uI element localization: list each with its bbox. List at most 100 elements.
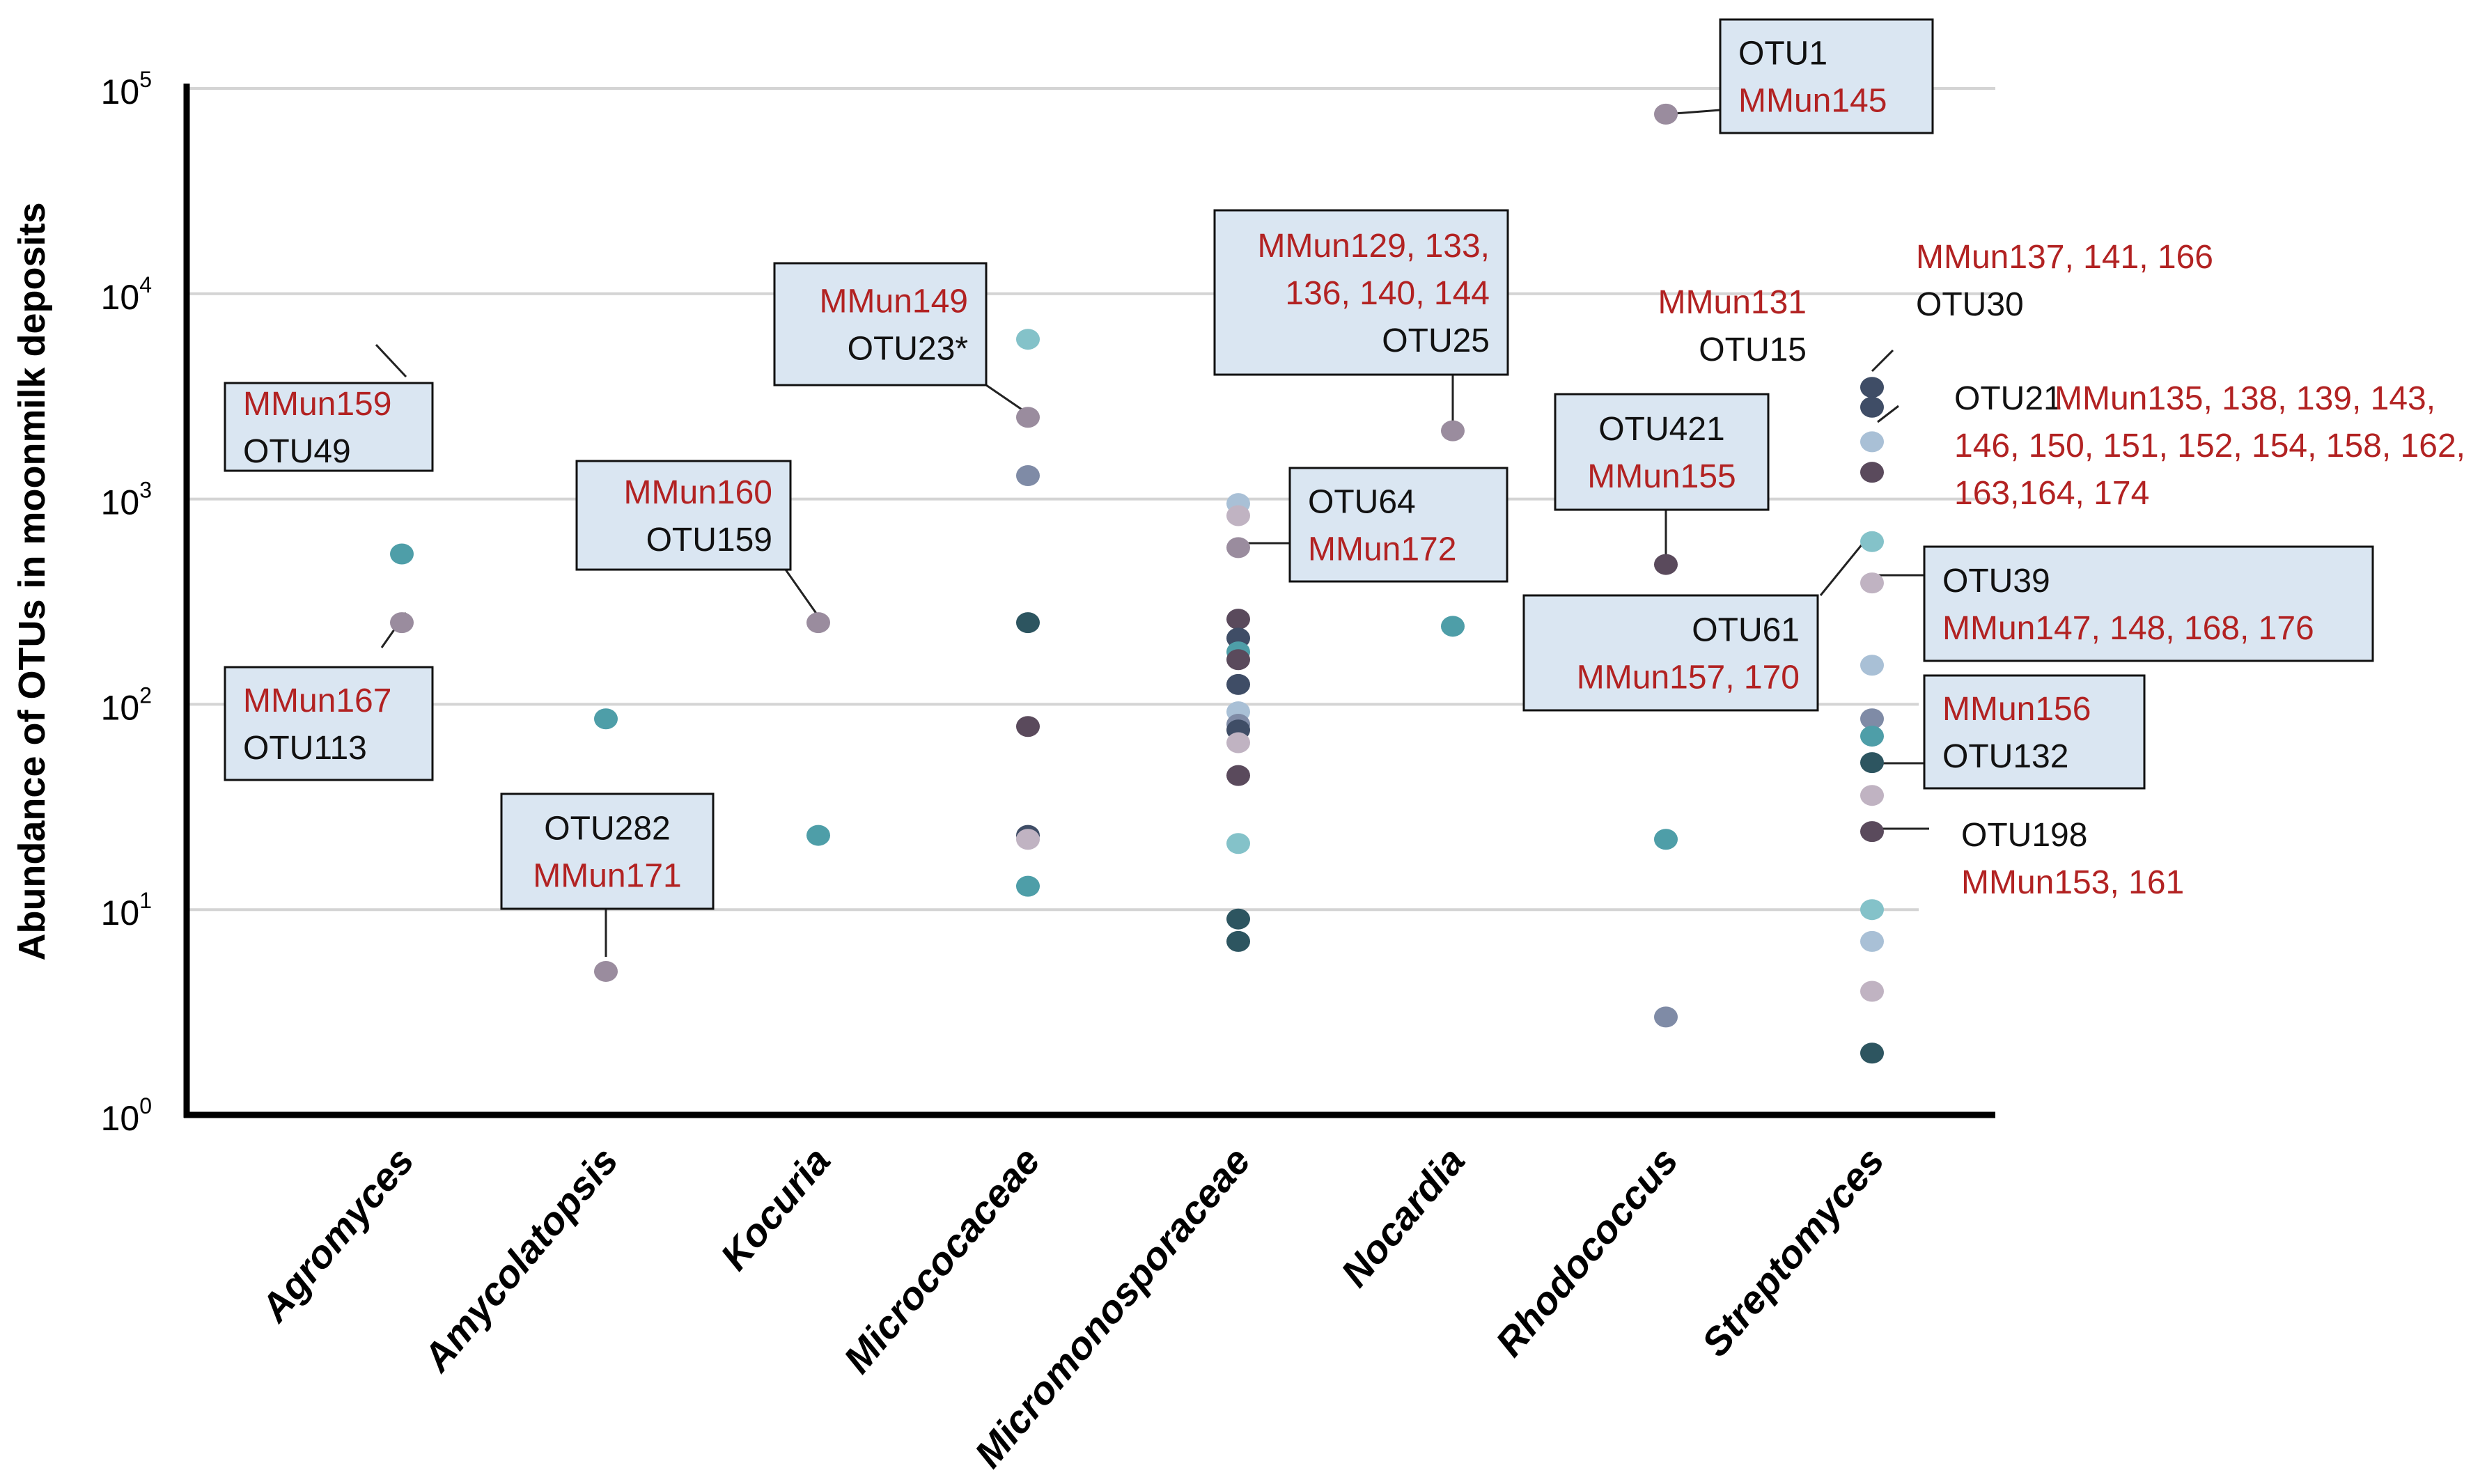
data-point xyxy=(390,543,414,565)
y-tick-label: 102 xyxy=(101,682,152,727)
annotations: MMun159 OTU49 MMun167 OTU113 OTU282 MMun171 MM… xyxy=(224,18,2465,910)
y-tick-label: 100 xyxy=(101,1093,152,1138)
annotation-label: OTU282 xyxy=(544,811,670,848)
data-point xyxy=(1016,465,1040,487)
annotation: OTU282 MMun171 xyxy=(500,792,715,910)
annotation-label: MMun156 xyxy=(1942,691,2091,728)
annotation-label: OTU113 xyxy=(243,730,367,767)
annotation: OTU1 MMun145 xyxy=(1719,18,1934,134)
data-point xyxy=(1226,765,1250,786)
data-point xyxy=(1860,930,1884,952)
annotation-box xyxy=(1923,674,2146,790)
data-point xyxy=(1860,708,1884,730)
axes xyxy=(183,84,1995,1118)
data-point xyxy=(1860,821,1884,843)
data-point xyxy=(1654,1006,1678,1028)
annotation-leader xyxy=(375,343,407,378)
annotation-label: MMun131 xyxy=(1658,284,1807,321)
data-point xyxy=(1226,505,1250,526)
y-axis-title: Abundance of OTUs in moonmilk deposits xyxy=(11,202,53,960)
annotation-box xyxy=(224,666,434,781)
annotation: OTU39 MMun147, 148, 168, 176 xyxy=(1923,545,2374,662)
annotation-label: MMun135, 138, 139, 143, xyxy=(2055,380,2435,417)
annotation: MMun137, 141, 166 OTU30 xyxy=(1916,239,2213,323)
x-tick-label: Nocardia xyxy=(1332,1139,1473,1295)
annotation-label: MMun145 xyxy=(1738,83,1887,120)
annotation-label: OTU30 xyxy=(1916,286,2024,323)
annotation: MMun160 OTU159 xyxy=(575,460,792,571)
annotation-box xyxy=(1923,545,2374,662)
annotation-label: MMun129, 133, xyxy=(1257,228,1490,265)
data-point xyxy=(1226,537,1250,559)
data-point xyxy=(1860,899,1884,921)
y-tick-labels: 100 101 102 103 104 105 xyxy=(101,67,152,1138)
annotation-box xyxy=(575,460,792,571)
annotation-label: MMun159 xyxy=(243,386,391,423)
annotation: MMun129, 133, 136, 140, 144 OTU25 xyxy=(1213,209,1509,376)
data-point xyxy=(1654,829,1678,850)
annotation-label: OTU198 xyxy=(1961,817,2087,854)
data-point xyxy=(1016,329,1040,350)
annotation-label: OTU49 xyxy=(243,433,351,470)
data-point xyxy=(594,708,618,730)
data-point xyxy=(1860,431,1884,453)
data-point xyxy=(1016,829,1040,850)
y-tick-label: 104 xyxy=(101,272,152,317)
x-tick-label: Streptomyces xyxy=(1693,1139,1892,1364)
data-point xyxy=(1441,420,1465,442)
data-point xyxy=(1016,612,1040,634)
annotation-box xyxy=(1719,18,1934,134)
data-point xyxy=(1860,462,1884,483)
data-point xyxy=(1016,716,1040,737)
data-point xyxy=(1226,908,1250,930)
annotation: MMun131 OTU15 xyxy=(1658,284,1807,368)
annotation-label: MMun153, 161 xyxy=(1961,864,2184,901)
data-point xyxy=(390,612,414,634)
annotation-label: OTU39 xyxy=(1942,563,2050,600)
annotation-label: OTU64 xyxy=(1308,484,1416,521)
data-point xyxy=(594,960,618,982)
data-point xyxy=(1016,875,1040,897)
data-point xyxy=(1226,833,1250,854)
annotation-label: OTU21 xyxy=(1954,380,2062,417)
annotation: OTU61 MMun157, 170 xyxy=(1522,594,1819,712)
annotation-label: MMun172 xyxy=(1308,531,1456,568)
data-point xyxy=(1860,752,1884,774)
annotation-label: OTU15 xyxy=(1699,331,1807,368)
data-point xyxy=(1226,930,1250,952)
annotation-label: OTU159 xyxy=(646,522,772,559)
data-point xyxy=(806,825,830,846)
data-point xyxy=(1860,726,1884,747)
annotation-label: MMun157, 170 xyxy=(1577,659,1800,696)
annotation-label: OTU132 xyxy=(1942,738,2068,775)
annotation-box xyxy=(224,382,434,472)
data-point xyxy=(806,612,830,634)
annotation: OTU64 MMun172 xyxy=(1288,467,1508,583)
annotation-label: 163,164, 174 xyxy=(1954,475,2149,512)
y-tick-label: 105 xyxy=(101,67,152,111)
annotation-label: MMun160 xyxy=(624,474,772,511)
annotation-box xyxy=(773,262,988,386)
x-tick-label: Rhodococcus xyxy=(1487,1139,1686,1364)
annotation-box xyxy=(500,792,715,910)
x-tick-label: Agromyces xyxy=(251,1139,423,1331)
data-points xyxy=(390,103,1884,1064)
annotation-label: MMun137, 141, 166 xyxy=(1916,239,2213,276)
annotation-leader xyxy=(784,569,820,617)
data-point xyxy=(1860,396,1884,418)
annotation-box xyxy=(1288,467,1508,583)
data-point xyxy=(1860,655,1884,676)
annotation: MMun167 OTU113 xyxy=(224,666,434,781)
annotation-label: 136, 140, 144 xyxy=(1285,275,1490,312)
annotation: MMun156 OTU132 xyxy=(1923,674,2146,790)
annotation-box xyxy=(1554,393,1770,511)
annotation: OTU421 MMun155 xyxy=(1554,393,1770,511)
data-point xyxy=(1441,616,1465,637)
data-point xyxy=(1226,732,1250,753)
annotation: OTU198 MMun153, 161 xyxy=(1961,817,2184,901)
annotation-label: OTU61 xyxy=(1692,612,1800,649)
y-tick-label: 103 xyxy=(101,478,152,522)
data-point xyxy=(1226,609,1250,630)
y-tick-label: 101 xyxy=(101,888,152,932)
data-point xyxy=(1860,785,1884,806)
